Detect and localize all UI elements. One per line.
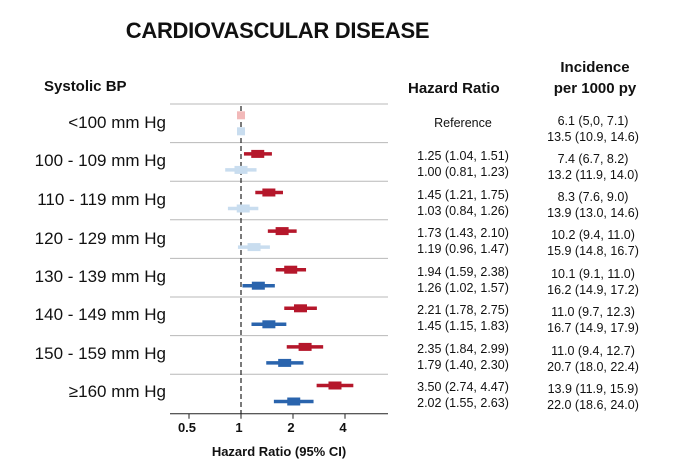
hr-text-line: 1.25 (1.04, 1.51) (417, 149, 509, 163)
row-label-140-149: 140 - 149 mm Hg (34, 305, 166, 324)
hr-text-lt100: Reference (398, 115, 528, 131)
hr-point (262, 320, 276, 329)
hr-point (278, 358, 292, 367)
inc-text-140-149: 11.0 (9.7, 12.3) 16.7 (14.9, 17.9) (528, 304, 658, 336)
inc-text-line: 13.9 (13.0, 14.6) (547, 206, 639, 220)
hr-point (328, 381, 342, 390)
incidence-header-line2: per 1000 py (553, 80, 637, 97)
row-label-120-129: 120 - 129 mm Hg (34, 229, 166, 248)
inc-text-lt100: 6.1 (5,0, 7.1) 13.5 (10.9, 14.6) (528, 113, 658, 145)
inc-text-line: 11.0 (9.4, 12.7) (551, 344, 635, 358)
x-axis-label: Hazard Ratio (95% CI) (212, 444, 346, 459)
x-tick-label: 2 (287, 420, 294, 435)
row-label-lt100: <100 mm Hg (68, 113, 166, 132)
chart-title: CARDIOVASCULAR DISEASE (125, 18, 430, 43)
hr-text-140-149: 2.21 (1.78, 2.75) 1.45 (1.15, 1.83) (398, 302, 528, 334)
inc-text-line: 16.7 (14.9, 17.9) (547, 321, 639, 335)
hr-point (251, 281, 265, 290)
hr-text-130-139: 1.94 (1.59, 2.38) 1.26 (1.02, 1.57) (398, 264, 528, 296)
inc-text-line: 22.0 (18.6, 24.0) (547, 398, 639, 412)
hr-text-line: 2.02 (1.55, 2.63) (417, 396, 509, 410)
hr-text-line: 1.26 (1.02, 1.57) (417, 281, 509, 295)
hr-point (287, 397, 301, 406)
hr-text-line: 1.45 (1.21, 1.75) (417, 188, 509, 202)
hr-point (275, 227, 289, 236)
hr-text-line: 1.79 (1.40, 2.30) (417, 358, 509, 372)
hr-text-line: 1.03 (0.84, 1.26) (417, 204, 509, 218)
inc-text-120-129: 10.2 (9.4, 11.0) 15.9 (14.8, 16.7) (528, 227, 658, 259)
inc-text-line: 10.2 (9.4, 11.0) (551, 228, 635, 242)
inc-text-110-119: 8.3 (7.6, 9.0) 13.9 (13.0, 14.6) (528, 189, 658, 221)
row-label-100-109: 100 - 109 mm Hg (34, 151, 166, 170)
x-tick-label: 4 (339, 420, 347, 435)
inc-text-line: 13.2 (11.9, 14.0) (547, 168, 639, 182)
hr-point (237, 127, 245, 136)
hr-point (262, 188, 276, 197)
row-label-110-119: 110 - 119 mm Hg (37, 190, 166, 209)
incidence-header-line1: Incidence (560, 59, 630, 76)
inc-text-line: 16.2 (14.9, 17.2) (547, 283, 639, 297)
inc-text-130-139: 10.1 (9.1, 11.0) 16.2 (14.9, 17.2) (528, 266, 658, 298)
hr-point (298, 342, 312, 351)
inc-text-line: 8.3 (7.6, 9.0) (557, 190, 629, 204)
inc-text-line: 13.9 (11.9, 15.9) (547, 382, 639, 396)
hr-text-line: 2.35 (1.84, 2.99) (417, 342, 509, 356)
hr-point (234, 165, 248, 174)
hr-text-line: 1.45 (1.15, 1.83) (417, 319, 509, 333)
inc-text-150-159: 11.0 (9.4, 12.7) 20.7 (18.0, 22.4) (528, 343, 658, 375)
hr-text-line: 1.19 (0.96, 1.47) (417, 242, 509, 256)
hr-text-line: 2.21 (1.78, 2.75) (417, 303, 509, 317)
hr-text-reference: Reference (434, 116, 492, 130)
hr-text-line: 1.73 (1.43, 2.10) (417, 226, 509, 240)
hr-point (236, 204, 250, 213)
hr-point (237, 111, 245, 120)
systolic-bp-header: Systolic BP (44, 78, 127, 95)
hazard-ratio-header: Hazard Ratio (408, 80, 500, 97)
x-tick-label: 1 (235, 420, 242, 435)
hr-point (293, 304, 307, 313)
inc-text-line: 15.9 (14.8, 16.7) (547, 244, 639, 258)
hr-point (251, 149, 265, 158)
row-label-150-159: 150 - 159 mm Hg (34, 344, 166, 363)
inc-text-100-109: 7.4 (6.7, 8.2) 13.2 (11.9, 14.0) (528, 151, 658, 183)
inc-text-line: 10.1 (9.1, 11.0) (551, 267, 635, 281)
hr-text-100-109: 1.25 (1.04, 1.51) 1.00 (0.81, 1.23) (398, 148, 528, 180)
hr-point (247, 243, 261, 252)
hr-text-120-129: 1.73 (1.43, 2.10) 1.19 (0.96, 1.47) (398, 225, 528, 257)
hr-point (284, 265, 298, 274)
inc-text-line: 7.4 (6.7, 8.2) (557, 152, 629, 166)
inc-text-line: 20.7 (18.0, 22.4) (547, 360, 639, 374)
hr-text-110-119: 1.45 (1.21, 1.75) 1.03 (0.84, 1.26) (398, 187, 528, 219)
row-label-130-139: 130 - 139 mm Hg (34, 267, 166, 286)
inc-text-line: 13.5 (10.9, 14.6) (547, 130, 639, 144)
hr-text-line: 1.94 (1.59, 2.38) (417, 265, 509, 279)
hr-text-line: 1.00 (0.81, 1.23) (417, 165, 509, 179)
hr-text-line: 3.50 (2.74, 4.47) (417, 380, 509, 394)
inc-text-ge160: 13.9 (11.9, 15.9) 22.0 (18.6, 24.0) (528, 381, 658, 413)
inc-text-line: 11.0 (9.7, 12.3) (551, 305, 635, 319)
row-label-ge160: ≥160 mm Hg (68, 382, 166, 401)
x-tick-label: 0.5 (178, 420, 196, 435)
inc-text-line: 6.1 (5,0, 7.1) (557, 114, 629, 128)
hr-text-150-159: 2.35 (1.84, 2.99) 1.79 (1.40, 2.30) (398, 341, 528, 373)
incidence-header: Incidence per 1000 py (535, 57, 655, 99)
hr-text-ge160: 3.50 (2.74, 4.47) 2.02 (1.55, 2.63) (398, 379, 528, 411)
